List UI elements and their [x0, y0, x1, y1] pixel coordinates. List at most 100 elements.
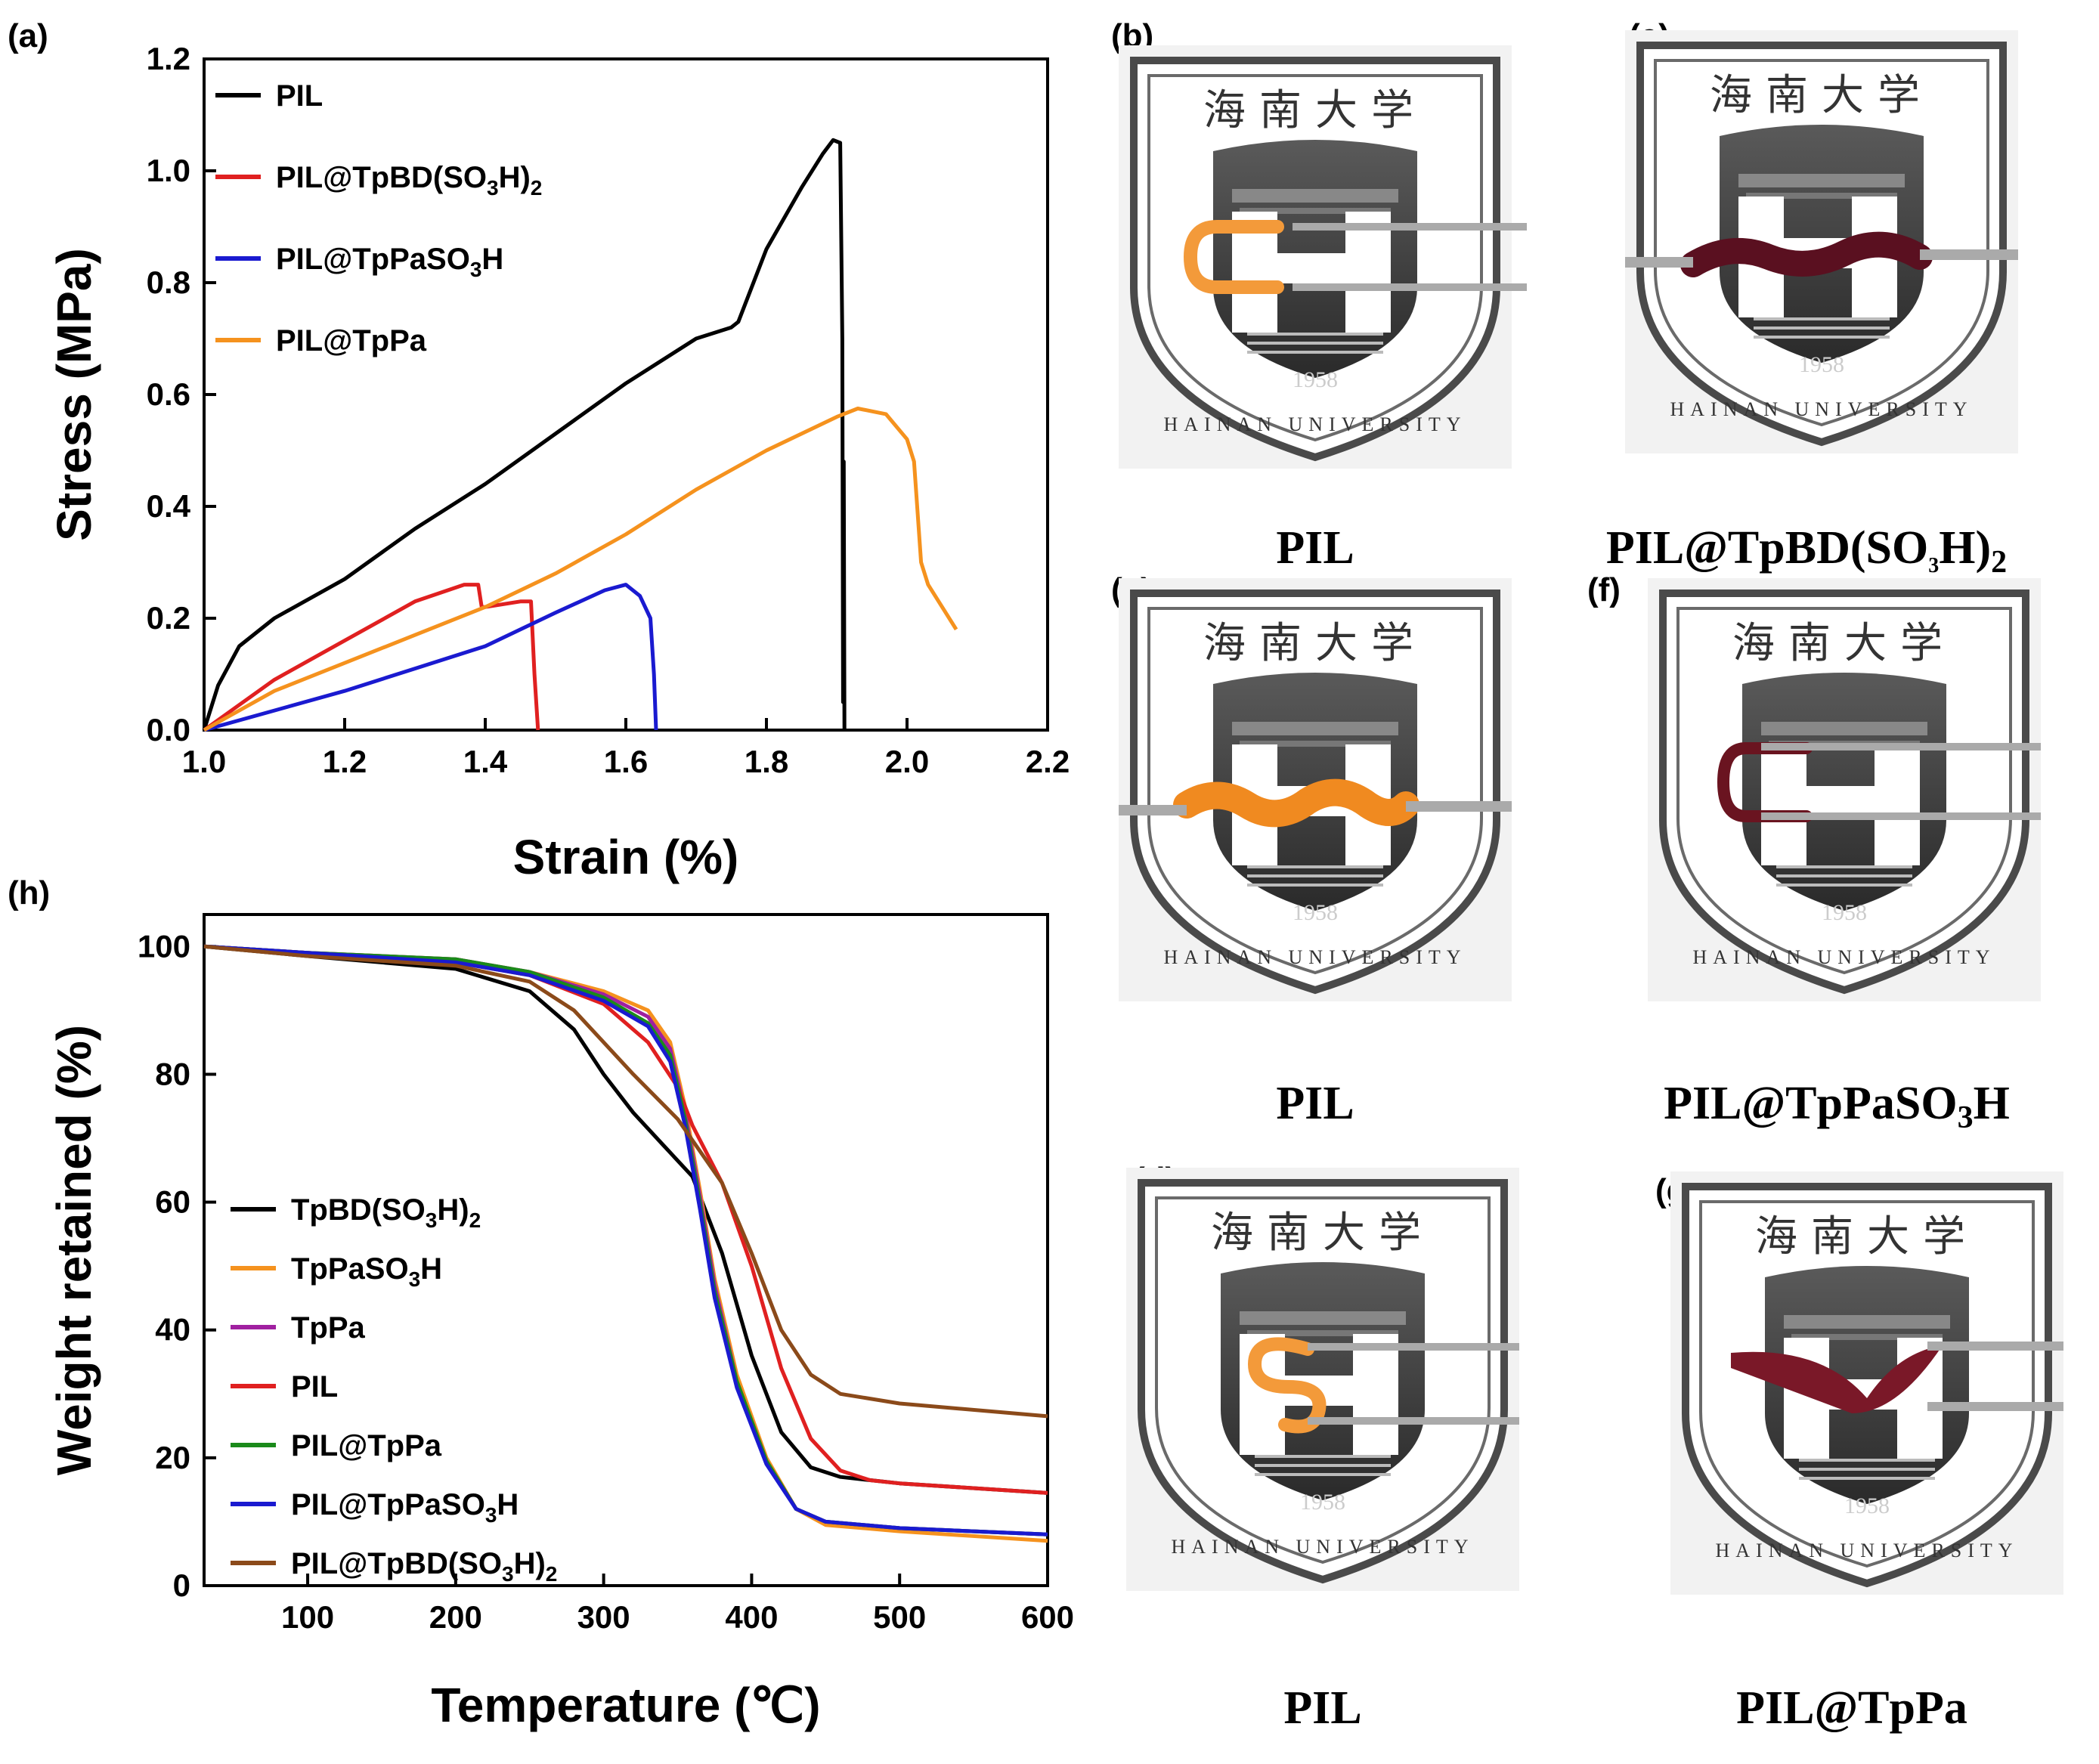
x-tick-label: 300 [577, 1599, 630, 1635]
y-axis-title: Weight retained (%) [47, 1025, 101, 1475]
y-tick-label: 1.2 [147, 41, 190, 76]
university-logo: 海南大学 HAINAN UNIVERSITY 1958 [1625, 30, 2018, 453]
x-tick-label: 400 [725, 1599, 778, 1635]
y-tick-label: 20 [155, 1440, 190, 1475]
legend-label: PIL [276, 79, 323, 113]
caption: PIL@TpPaSO3H [1664, 1078, 2010, 1135]
legend-label: PIL@TpPaSO3H [291, 1488, 519, 1527]
tweezer-icon [1308, 1417, 1519, 1425]
logo-english-text: HAINAN UNIVERSITY [1163, 413, 1466, 435]
x-tick-label: 2.0 [885, 744, 929, 779]
tweezer-icon [1293, 223, 1527, 231]
logo-year: 1958 [1799, 352, 1844, 377]
x-tick-label: 1.4 [463, 744, 508, 779]
logo-english-text: HAINAN UNIVERSITY [1171, 1536, 1474, 1558]
photo-panel-f: (f) 海南大学 HAINAN UNIVERSITY 1958 PIL@TpPa… [1587, 571, 2041, 1135]
logo-year: 1958 [1844, 1493, 1890, 1518]
tweezer-icon [1927, 1342, 2063, 1351]
tweezer-icon [1927, 1402, 2063, 1411]
logo-chinese-text: 海南大学 [1203, 88, 1427, 135]
x-axis-title: Temperature (℃) [431, 1678, 820, 1732]
x-tick-label: 500 [873, 1599, 926, 1635]
legend-label: TpPaSO3H [291, 1252, 442, 1291]
photo-panel-b: (b) 海南大学 HAINAN UNIVERSITY 1958 PIL [1111, 17, 1527, 574]
sample-strip-bent [1717, 742, 1813, 822]
x-tick-label: 1.0 [182, 744, 226, 779]
legend-label: PIL@TpPaSO3H [276, 243, 503, 281]
series-line-pil-tppaso3h [203, 944, 1048, 1537]
series-line-pil-tpbd-so3h-2 [203, 944, 1048, 1419]
legend: TpBD(SO3H)2 TpPaSO3H TpPa PIL PIL@TpPa PIL@Tp… [231, 1193, 557, 1586]
sample-strip-folded [1731, 1345, 1943, 1413]
series-line-pil-tppa [203, 407, 958, 732]
tweezer-icon [1293, 283, 1527, 291]
legend-label: PIL@TpBD(SO3H)2 [276, 161, 542, 200]
legend-label: TpPa [291, 1311, 366, 1345]
x-tick-label: 1.8 [745, 744, 788, 779]
y-tick-label: 0.0 [147, 712, 190, 747]
y-tick-label: 80 [155, 1056, 190, 1091]
chart-tga: 100 200 300 400 500 600 0 20 40 60 80 100 TpBD(SO3H… [47, 913, 1074, 1732]
university-logo: 海南大学 HAINAN UNIVERSITY 1958 [1119, 45, 1527, 469]
x-tick-label: 2.2 [1026, 744, 1070, 779]
y-tick-label: 40 [155, 1312, 190, 1348]
sample-strip-bent [1183, 220, 1284, 294]
series-line-tpbd-so3h-2 [203, 944, 1048, 1495]
x-tick-label: 1.6 [604, 744, 648, 779]
tweezer-icon [1761, 812, 2041, 820]
photo-panel-d: (d) 海南大学 HAINAN UNIVERSITY 1958 PIL [1126, 1161, 1519, 1734]
x-tick-label: 200 [429, 1599, 482, 1635]
y-tick-label: 0.6 [147, 376, 190, 412]
legend-label: TpBD(SO3H)2 [291, 1193, 481, 1232]
y-tick-label: 0.4 [147, 488, 191, 524]
tweezer-icon [1308, 1343, 1519, 1351]
logo-english-text: HAINAN UNIVERSITY [1670, 398, 1973, 420]
logo-chinese-text: 海南大学 [1710, 73, 1933, 119]
y-tick-label: 60 [155, 1184, 190, 1220]
series-line-pil [202, 138, 847, 731]
y-tick-label: 1.0 [147, 153, 190, 188]
sample-strip-twisted [1173, 778, 1419, 828]
logo-english-text: HAINAN UNIVERSITY [1692, 946, 1995, 968]
series-layer [202, 138, 958, 732]
university-logo: 海南大学 HAINAN UNIVERSITY 1958 [1648, 578, 2041, 1001]
y-tick-label: 100 [138, 928, 190, 964]
legend-label: PIL@TpBD(SO3H)2 [291, 1547, 557, 1586]
tweezer-icon [1920, 249, 2018, 260]
series-layer [203, 944, 1048, 1543]
tweezer-icon [1761, 743, 2041, 750]
tick-layer: 1.0 1.2 1.4 1.6 1.8 2.0 2.2 0.0 0.2 0.4 0.6 0.8 1.0 1… [147, 41, 1070, 779]
legend: PIL PIL@TpBD(SO3H)2 PIL@TpPaSO3H PIL@TpPa [215, 79, 542, 357]
caption: PIL [1276, 522, 1354, 574]
tweezer-icon [1406, 801, 1512, 812]
caption: PIL [1276, 1078, 1354, 1129]
caption: PIL@TpPa [1736, 1682, 1967, 1734]
y-tick-label: 0.8 [147, 265, 190, 300]
logo-chinese-text: 海南大学 [1755, 1214, 1979, 1261]
tweezer-icon [1119, 805, 1187, 815]
logo-year: 1958 [1293, 900, 1338, 925]
y-axis-title: Stress (MPa) [47, 248, 101, 541]
university-logo: 海南大学 HAINAN UNIVERSITY 1958 [1119, 578, 1512, 1001]
x-tick-label: 1.2 [323, 744, 367, 779]
chart-stress-strain: 1.0 1.2 1.4 1.6 1.8 2.0 2.2 0.0 0.2 0.4 0.6 0.8 1.0 1… [47, 41, 1070, 884]
logo-year: 1958 [1300, 1490, 1345, 1515]
logo-english-text: HAINAN UNIVERSITY [1163, 946, 1466, 968]
photo-panel-c: (c) 海南大学 HAINAN UNIVERSITY 1958 PIL [1111, 571, 1512, 1129]
x-axis-title: Strain (%) [513, 830, 739, 884]
legend-label: PIL@TpPa [276, 324, 427, 357]
panel-label-a: (a) [8, 17, 48, 54]
logo-year: 1958 [1293, 367, 1338, 392]
plot-frame [203, 57, 1049, 732]
x-tick-label: 100 [281, 1599, 334, 1635]
panel-label-f: (f) [1587, 571, 1621, 608]
logo-chinese-text: 海南大学 [1203, 620, 1427, 667]
legend-label: PIL [291, 1370, 338, 1403]
series-line-pil-tpbd-so3h-2 [203, 583, 540, 732]
sample-strip-twisted [1680, 231, 1933, 277]
photo-panel-e: (e) 海南大学 HAINAN UNIVERSITY 1958 PIL@TpBD… [1606, 17, 2018, 580]
y-tick-label: 0.2 [147, 600, 190, 636]
logo-english-text: HAINAN UNIVERSITY [1715, 1540, 2018, 1561]
logo-chinese-text: 海南大学 [1732, 620, 1956, 667]
